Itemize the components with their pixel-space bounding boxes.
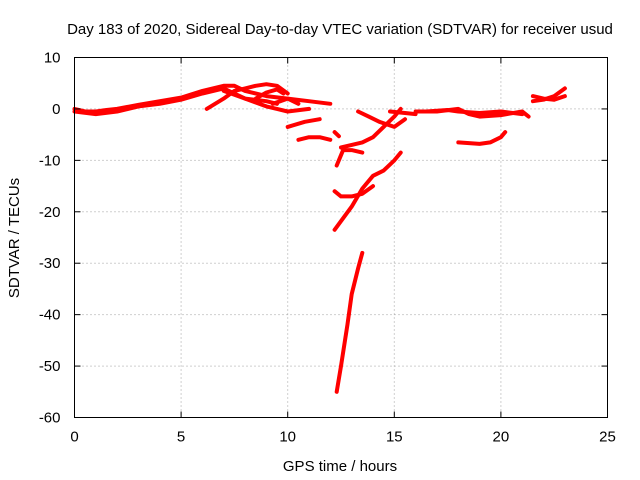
series-arc-14 [332, 150, 403, 232]
y-tick-label: -10 [39, 152, 61, 169]
y-tick-label: -50 [39, 358, 61, 375]
series-arc-6 [270, 96, 301, 106]
x-tick-label: 15 [386, 429, 403, 446]
series-arc-8 [296, 135, 333, 142]
y-tick-label: -30 [39, 255, 61, 272]
x-axis-label: GPS time / hours [283, 458, 397, 475]
series-arc-18 [424, 108, 525, 117]
series-arc-7 [285, 117, 322, 129]
chart-title: Day 183 of 2020, Sidereal Day-to-day VTE… [67, 21, 613, 38]
y-tick-label: 10 [44, 50, 61, 67]
y-tick-label: -60 [39, 410, 61, 427]
series-arc-4 [221, 88, 311, 114]
y-tick-label: -20 [39, 204, 61, 221]
data-series [72, 82, 567, 394]
series-arc-21 [530, 94, 567, 102]
y-tick-label: -40 [39, 307, 61, 324]
x-tick-label: 0 [70, 429, 78, 446]
tick-labels: 0 5 10 15 20 25 10 0 -10 -20 -30 -40 -50 -60 [39, 50, 616, 446]
series-arc-19 [456, 130, 508, 146]
x-tick-label: 20 [493, 429, 510, 446]
axis-ticks [74, 57, 608, 418]
series-arc-3 [204, 82, 290, 111]
x-tick-label: 10 [279, 429, 296, 446]
series-arc-9 [332, 130, 341, 139]
series-arc-10 [339, 106, 403, 150]
series-arc-12 [334, 148, 365, 168]
x-tick-label: 5 [177, 429, 185, 446]
series-arc-13 [332, 184, 375, 199]
series-arc-16 [388, 109, 418, 117]
plot-frame [74, 57, 608, 418]
y-tick-label: 0 [52, 101, 60, 118]
series-arc-1 [72, 83, 333, 114]
series-arc-5 [253, 87, 286, 101]
y-axis-label: SDTVAR / TECUs [6, 178, 23, 298]
series-arc-11 [356, 109, 407, 129]
series-arc-15 [334, 250, 365, 394]
x-tick-label: 25 [599, 429, 616, 446]
